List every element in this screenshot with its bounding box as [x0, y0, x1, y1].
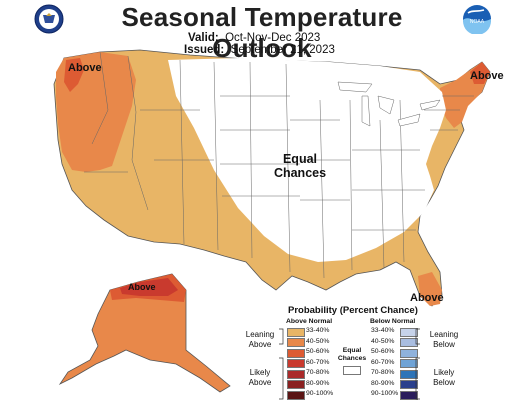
commerce-seal-icon [34, 4, 64, 34]
likely-above-line2: Above [248, 377, 272, 387]
leaning-below-line2: Below [433, 339, 455, 349]
likely-below-line2: Below [433, 377, 455, 387]
valid-value: Oct-Nov-Dec 2023 [225, 32, 321, 44]
legend-likely-above: Likely Above [240, 368, 280, 387]
likely-above-line1: Likely [249, 368, 271, 377]
legend-below-row-label: 80-90% [371, 379, 395, 387]
legend-below-row-label: 40-50% [371, 337, 395, 345]
label-equal-line2: Chances [273, 166, 327, 180]
legend-above-row-label: 40-50% [306, 337, 330, 345]
legend-above-row-swatch [287, 369, 305, 379]
likely-below-line1: Likely [433, 368, 455, 377]
legend-below-row-label: 33-40% [371, 327, 395, 334]
issued-line: Issued: September 21, 2023 [184, 44, 335, 56]
leaning-above-line1: Leaning [245, 330, 275, 339]
legend-above-row-swatch [287, 390, 305, 400]
valid-label: Valid: [188, 32, 219, 44]
issued-label: Issued: [184, 44, 225, 56]
legend-below-row-swatch [400, 348, 418, 358]
legend-above-header: Above Normal [286, 318, 333, 325]
legend-below-row-swatch [400, 380, 418, 389]
legend-equal-label: Equal Chances [334, 347, 370, 363]
legend-equal-line1: Equal [342, 347, 362, 354]
legend-above-row-label: 90-100% [306, 390, 334, 397]
legend-below-row-swatch [400, 359, 418, 368]
legend-above-row-swatch [287, 327, 305, 337]
legend-above-row-label: 33-40% [306, 327, 330, 334]
label-above-ne: Above [470, 70, 504, 82]
legend-equal-line2: Chances [337, 355, 367, 362]
label-above-fl: Above [410, 292, 444, 304]
legend-above-row-swatch [287, 359, 305, 368]
legend-above-row-label: 50-60% [306, 348, 330, 355]
valid-line: Valid: Oct-Nov-Dec 2023 [188, 32, 320, 44]
label-equal-line1: Equal [282, 152, 318, 166]
leaning-below-line1: Leaning [429, 330, 459, 339]
legend-above-row-label: 70-80% [306, 369, 330, 376]
legend-likely-below: Likely Below [422, 368, 466, 387]
legend-below-row-swatch [400, 327, 418, 337]
legend-equal-swatch [343, 366, 361, 375]
nw-zone-50-60 [64, 58, 84, 92]
legend-below-row-label: 50-60% [371, 348, 395, 355]
issued-value: September 21, 2023 [230, 44, 335, 56]
legend-leaning-above: Leaning Above [240, 330, 280, 349]
label-above-ak: Above [128, 282, 156, 292]
legend-above-row-swatch [287, 348, 305, 358]
fl-zone-40-50 [418, 272, 442, 306]
legend-leaning-below: Leaning Below [422, 330, 466, 349]
legend-below-row-label: 70-80% [371, 369, 395, 376]
legend-above-row-label: 60-70% [306, 358, 330, 366]
noaa-logo-icon: NOAA [463, 5, 491, 34]
legend-below-row-swatch [400, 390, 418, 400]
label-above-nw: Above [68, 62, 102, 74]
legend-below-row-swatch [400, 338, 418, 347]
leaning-above-line2: Above [248, 339, 272, 349]
legend-above-row-swatch [287, 380, 305, 389]
alaska-zone-60-70 [120, 278, 178, 296]
legend-below-header: Below Normal [370, 318, 416, 325]
label-equal-chances: Equal Chances [270, 152, 330, 180]
legend-title: Probability (Percent Chance) [288, 305, 418, 316]
great-lakes [337, 81, 441, 127]
legend-below-row-label: 60-70% [371, 358, 395, 366]
alaska-outline [58, 273, 231, 393]
noaa-logo-text: NOAA [470, 19, 485, 25]
legend-below-row-swatch [400, 369, 418, 379]
ne-zone-50-60 [470, 62, 490, 84]
legend-below-row-label: 90-100% [371, 390, 399, 397]
state-boundaries [84, 51, 474, 279]
legend-above-row-label: 80-90% [306, 379, 330, 387]
legend-above-row-swatch [287, 338, 305, 347]
page-title: Seasonal Temperature Outlook [121, 2, 403, 63]
